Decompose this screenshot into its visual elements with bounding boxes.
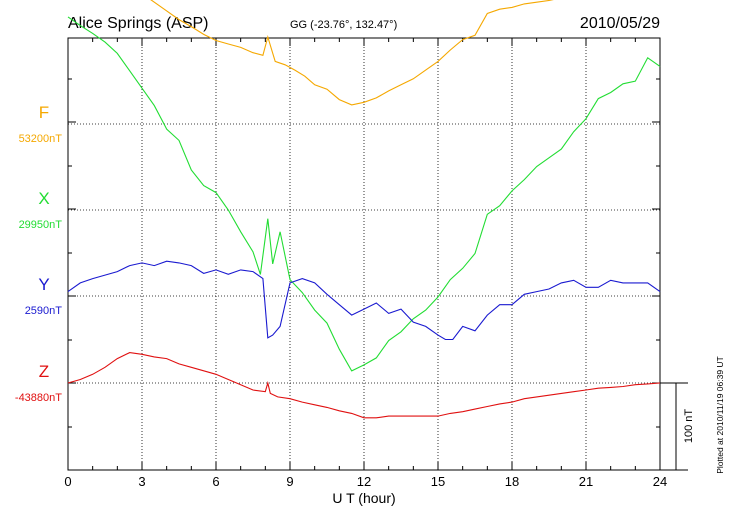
x-tick-labels: 0 3 6 9 12 15 18 21 24 [64,474,667,489]
series-name-z: Z [39,362,49,381]
chart-date: 2010/05/29 [580,15,660,32]
x-axis-label: U T (hour) [332,490,395,506]
series-line-f [150,0,554,106]
x-tick-label: 21 [579,474,593,489]
series-baseline-f: 53200nT [19,133,63,145]
series-lines [67,0,661,419]
x-tick-label: 18 [505,474,519,489]
series-line-x [67,16,661,372]
x-tick-label: 12 [357,474,371,489]
series-line-y [67,260,661,341]
scale-bar-label: 100 nT [683,409,695,444]
plotted-timestamp: Plotted at 2010/11/19 06:39 UT [715,356,725,474]
x-tick-label: 15 [431,474,445,489]
x-tick-label: 24 [653,474,667,489]
x-tick-label: 9 [286,474,293,489]
series-name-x: X [38,189,49,208]
series-baseline-y: 2590nT [25,305,63,317]
series-labels: F 53200nT X 29950nT Y 2590nT Z -43880nT [15,103,62,404]
series-baseline-z: -43880nT [15,392,62,404]
chart-title: Alice Springs (ASP) [68,15,209,32]
series-name-f: F [39,103,49,122]
series-baseline-x: 29950nT [19,219,63,231]
series-line-z [67,352,661,419]
station-coordinates: GG (-23.76°, 132.47°) [290,19,397,31]
x-tick-label: 0 [64,474,71,489]
axis-ticks [67,38,661,471]
scale-bar: 100 nT [660,382,695,471]
grid [68,38,660,470]
x-tick-label: 6 [212,474,219,489]
series-name-y: Y [38,275,49,294]
x-tick-label: 3 [138,474,145,489]
